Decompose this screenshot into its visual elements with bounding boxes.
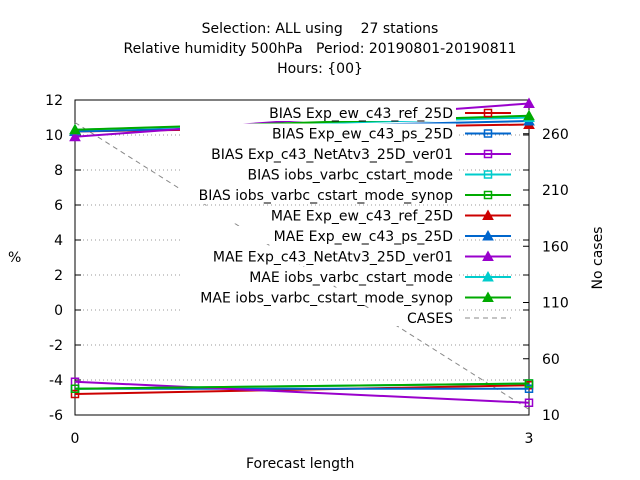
- legend-bg: [180, 246, 456, 265]
- y2-tick-label: 110: [542, 296, 569, 312]
- legend-marker-3: [483, 170, 493, 179]
- legend-bg: [180, 308, 456, 326]
- x-axis-label: Forecast length: [246, 456, 355, 472]
- y2-tick-label: 160: [542, 239, 569, 255]
- y-tick-label: -4: [49, 373, 63, 389]
- plot-frame: [74, 99, 530, 416]
- data-point-4-0: [70, 384, 80, 393]
- legend-bg: [180, 123, 456, 142]
- legend-bg: [180, 226, 456, 244]
- y-tick-label: 2: [54, 268, 63, 284]
- legend-bg: [180, 185, 456, 203]
- legend-marker-7: [482, 250, 494, 261]
- y-tick-label: 6: [54, 198, 63, 214]
- x-tick-label: 3: [525, 431, 534, 447]
- y-tick-label: 12: [45, 93, 63, 109]
- y-axis-label: %: [8, 250, 22, 266]
- data-point-4-1: [524, 379, 534, 388]
- legend-marker-2: [483, 149, 493, 159]
- chart-title-line-3: Hours: {00}: [277, 61, 363, 77]
- chart-title-line-2: Relative humidity 500hPa Period: 2019080…: [123, 41, 517, 57]
- x-tick-label: 0: [71, 431, 80, 447]
- legend-label-9: MAE iobs_varbc_cstart_mode_synop: [200, 291, 453, 307]
- series-line-2: [74, 380, 530, 404]
- legend-bg: [180, 205, 456, 224]
- data-point-7-0: [69, 130, 81, 142]
- y-tick-label: 4: [54, 233, 63, 249]
- legend-bg: [180, 267, 456, 285]
- legend-label-1: BIAS Exp_ew_c43_ps_25D: [272, 127, 453, 143]
- legend-marker-5: [482, 209, 494, 220]
- legend-marker-6: [482, 229, 494, 241]
- legend-label-10: CASES: [407, 311, 453, 327]
- data-point-9-0: [69, 123, 81, 135]
- legend-label-4: BIAS iobs_varbc_cstart_mode_synop: [199, 188, 454, 204]
- y2-tick-label: 260: [542, 127, 569, 143]
- legend-bg: [180, 287, 456, 306]
- legend-label-5: MAE Exp_ew_c43_ref_25D: [271, 209, 453, 225]
- y-tick-label: 8: [54, 163, 63, 179]
- legend-label-2: BIAS Exp_c43_NetAtv3_25D_ver01: [211, 147, 453, 163]
- legend-marker-0: [483, 108, 493, 118]
- series-line-4: [74, 382, 530, 390]
- y-tick-label: 0: [54, 303, 63, 319]
- legend-marker-4: [483, 190, 493, 200]
- legend-label-7: MAE Exp_c43_NetAtv3_25D_ver01: [213, 250, 453, 266]
- y2-tick-label: 210: [542, 183, 569, 199]
- y2-tick-label: 60: [542, 352, 560, 368]
- legend-bg: [180, 144, 456, 162]
- legend-label-0: BIAS Exp_ew_c43_ref_25D: [269, 106, 453, 122]
- y2-tick-label: 10: [542, 408, 560, 424]
- y-tick-label: 10: [45, 128, 63, 144]
- y-tick-label: -6: [49, 408, 63, 424]
- legend-label-6: MAE Exp_ew_c43_ps_25D: [274, 229, 453, 245]
- legend-bg: [180, 103, 456, 121]
- legend-marker-1: [483, 129, 493, 138]
- data-point-9-1: [523, 109, 535, 121]
- y-tick-label: -2: [49, 338, 63, 354]
- data-point-2-1: [524, 398, 534, 407]
- legend-marker-9: [482, 291, 494, 302]
- legend-label-8: MAE iobs_varbc_cstart_mode: [249, 270, 453, 286]
- legend-marker-8: [482, 270, 494, 282]
- data-point-0-0: [70, 389, 80, 399]
- chart-title-line-1: Selection: ALL using 27 stations: [201, 21, 439, 37]
- legend-label-3: BIAS iobs_varbc_cstart_mode: [248, 168, 454, 184]
- data-point-1-1: [524, 384, 534, 393]
- data-point-7-1: [523, 97, 535, 108]
- legend-bg: [180, 164, 456, 183]
